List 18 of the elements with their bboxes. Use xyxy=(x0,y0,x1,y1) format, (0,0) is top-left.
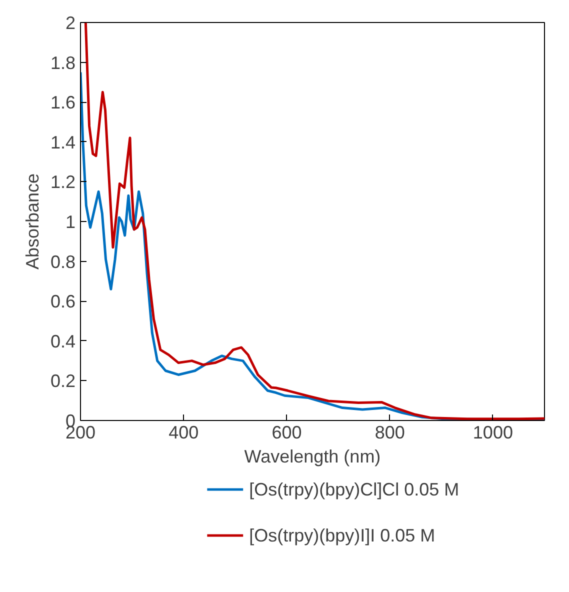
x-tick-label: 800 xyxy=(374,422,405,442)
x-axis-title: Wavelength (nm) xyxy=(244,446,381,466)
y-tick-label: 0.8 xyxy=(50,252,76,272)
y-tick-label: 1.2 xyxy=(50,172,76,192)
y-tick-label: 0.2 xyxy=(50,371,76,392)
y-tick-label: 0.6 xyxy=(50,292,76,312)
y-tick-label: 1.6 xyxy=(50,92,76,113)
legend-label: [Os(trpy)(bpy)Cl]Cl 0.05 M xyxy=(249,480,460,500)
y-axis-title: Absorbance xyxy=(22,173,42,270)
y-tick-label: 2 xyxy=(65,13,76,33)
legend-label: [Os(trpy)(bpy)I]I 0.05 M xyxy=(249,526,436,546)
x-tick-label: 400 xyxy=(168,422,199,442)
y-tick-label: 1 xyxy=(65,212,76,232)
y-tick-label: 0.4 xyxy=(50,331,76,352)
x-tick-label: 1000 xyxy=(472,422,513,442)
y-tick-label: 1.4 xyxy=(50,132,76,152)
x-tick-label: 600 xyxy=(272,422,302,442)
y-tick-label: 1.8 xyxy=(50,52,76,73)
